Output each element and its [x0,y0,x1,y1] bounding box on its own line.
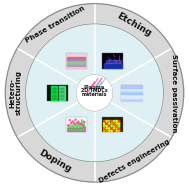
Circle shape [106,120,107,122]
Circle shape [113,130,115,131]
Text: Etching: Etching [115,11,153,38]
Circle shape [116,120,117,122]
Circle shape [106,125,107,127]
Text: materials: materials [82,92,107,97]
Circle shape [108,125,110,127]
Circle shape [113,128,115,129]
Circle shape [84,121,85,122]
Circle shape [111,123,112,124]
Circle shape [118,128,120,129]
Circle shape [71,122,72,123]
Text: Plasma: Plasma [84,85,105,90]
Bar [47,85,68,101]
Circle shape [26,24,163,162]
Circle shape [5,4,184,182]
Circle shape [69,120,70,121]
Bar [102,53,123,69]
Circle shape [72,121,73,122]
Circle shape [74,123,75,124]
Circle shape [75,119,76,120]
Text: Surface passivation: Surface passivation [171,54,177,132]
Circle shape [116,128,117,129]
Circle shape [106,130,107,131]
Circle shape [111,128,112,129]
Text: 2D TMDCs: 2D TMDCs [81,88,108,94]
Circle shape [103,125,105,127]
Circle shape [103,123,105,124]
Circle shape [82,125,83,126]
Circle shape [111,120,112,122]
Circle shape [76,74,113,111]
Circle shape [103,130,105,131]
Circle shape [81,123,82,125]
Circle shape [118,120,120,122]
Circle shape [111,130,112,131]
Circle shape [79,123,81,125]
Circle shape [108,123,110,124]
Bar [66,117,87,132]
Bar [102,117,123,132]
Circle shape [103,120,105,122]
Circle shape [113,120,115,122]
Circle shape [116,125,117,127]
Circle shape [111,125,112,127]
Circle shape [113,125,115,127]
Text: Hetero-
structuring: Hetero- structuring [9,70,22,115]
Circle shape [113,123,115,124]
Circle shape [118,123,120,124]
Circle shape [68,125,69,126]
Text: Phase transition: Phase transition [24,5,86,44]
Circle shape [103,128,105,129]
Circle shape [78,121,79,122]
Circle shape [106,128,107,129]
Circle shape [108,130,110,131]
Circle shape [116,130,117,131]
Text: Doping: Doping [37,148,73,174]
Bar [121,85,142,101]
Bar [66,53,87,69]
Circle shape [108,128,110,129]
Circle shape [108,120,110,122]
Circle shape [118,130,120,131]
Circle shape [118,125,120,127]
Text: Defects engineering: Defects engineering [98,139,170,184]
Circle shape [116,123,117,124]
Circle shape [106,123,107,124]
